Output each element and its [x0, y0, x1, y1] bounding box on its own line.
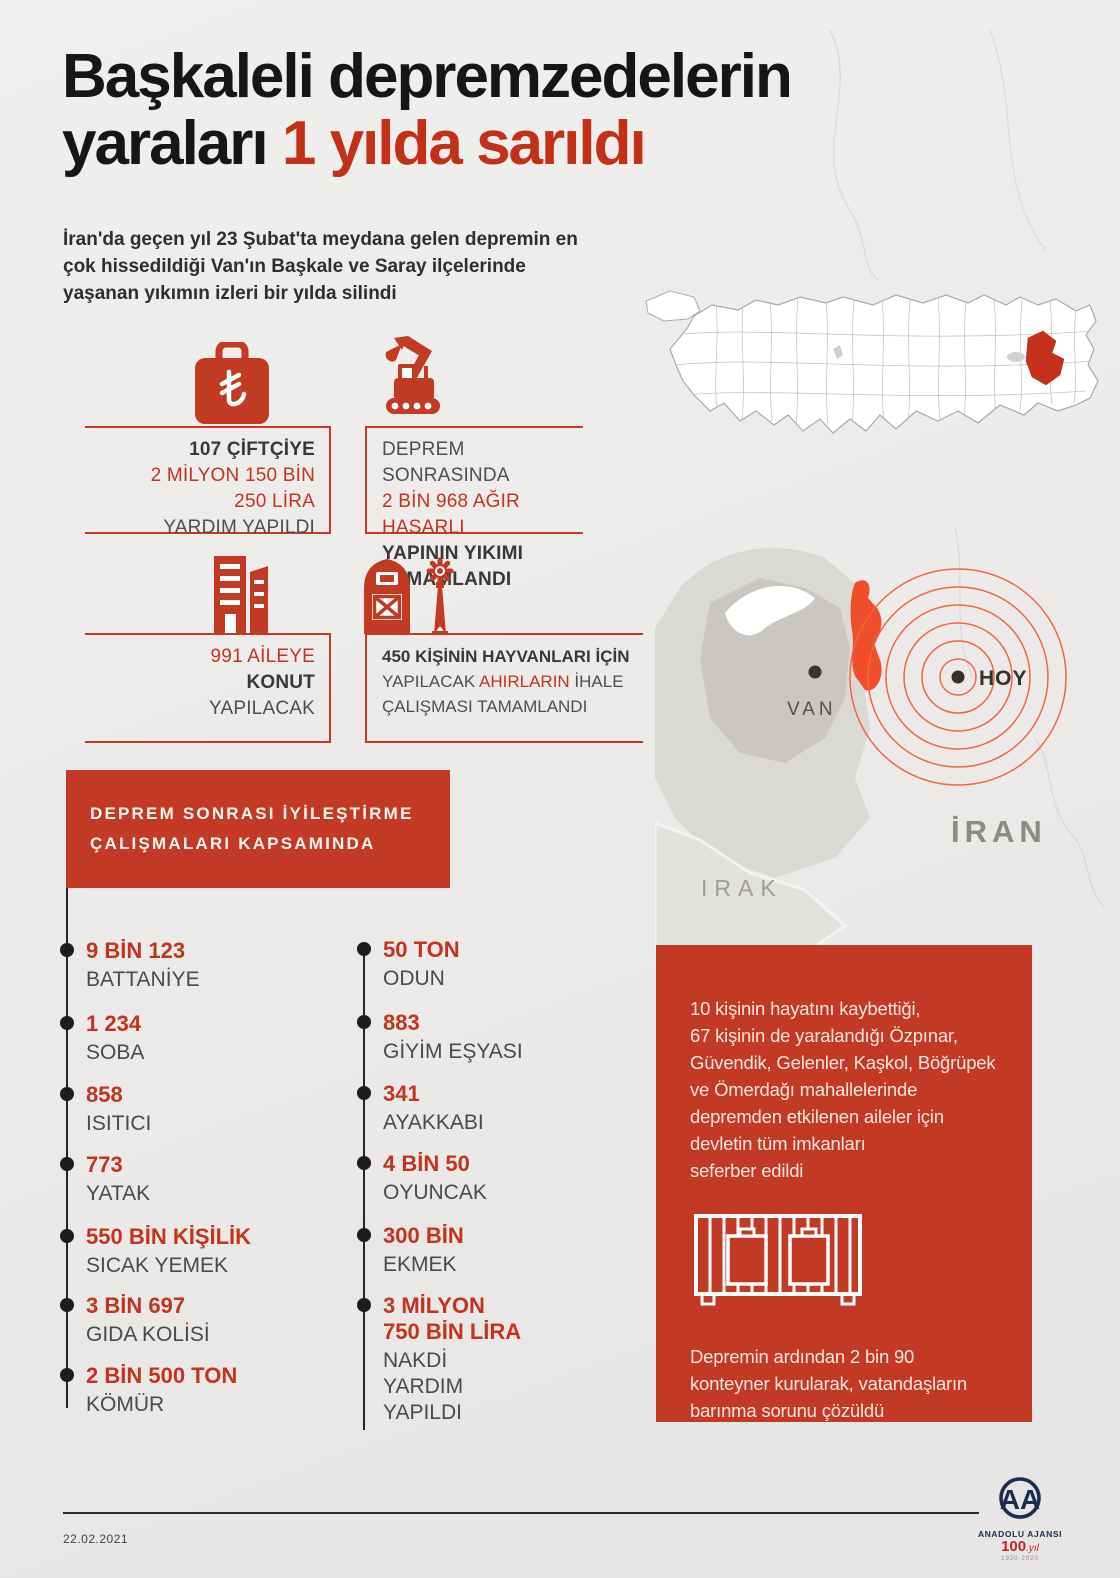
stat-line: KONUT — [246, 672, 315, 693]
baskale-district-highlight — [850, 580, 882, 691]
stat-line: ÇALIŞMASI TAMAMLANDI — [382, 697, 588, 716]
irak-label: IRAK — [701, 875, 783, 901]
bullet-dot-icon — [357, 942, 371, 956]
list-item: 9 BİN 123 BATTANİYE — [60, 938, 200, 993]
footer-rule — [63, 1512, 979, 1514]
stat-demolition: DEPREM SONRASINDA 2 BİN 968 AĞIR HASARLI… — [365, 426, 583, 590]
province-borders — [671, 296, 1097, 426]
list-item: 300 BİN EKMEK — [357, 1223, 464, 1278]
list-header-text: DEPREM SONRASI İYİLEŞTİRME ÇALIŞMALARI K… — [90, 804, 414, 853]
list-item: 773 YATAK — [60, 1152, 150, 1207]
list-item: 4 BİN 50 OYUNCAK — [357, 1151, 487, 1206]
aa-logo-letters: AA — [1000, 1484, 1040, 1515]
list-item: 2 BİN 500 TON KÖMÜR — [60, 1363, 237, 1418]
stat-line: YAPILACAK — [209, 698, 315, 719]
list-item: 3 MİLYON 750 BİN LİRA NAKDİ YARDIM YAPILD… — [357, 1293, 521, 1426]
list-item: 341 AYAKKABI — [357, 1081, 484, 1136]
lake-van-shape — [725, 586, 815, 636]
bullet-dot-icon — [60, 1157, 74, 1171]
earthquake-rings-icon — [849, 568, 1067, 786]
list-item: 3 BİN 697 GIDA KOLİSİ — [60, 1293, 210, 1348]
bullet-dot-icon — [60, 1368, 74, 1382]
thrace-region — [645, 290, 701, 322]
centennial-years: 1920-2020 — [1001, 1556, 1039, 1562]
stat-line: 2 BİN 968 AĞIR HASARLI — [382, 491, 520, 538]
stat-line: 450 KİŞİNİN HAYVANLARI İÇİN — [382, 647, 630, 666]
page-title: Başkaleli depremzedelerin yaraları 1 yıl… — [62, 42, 1062, 178]
ghost-border-lines — [829, 30, 1046, 280]
bullet-dot-icon — [60, 1229, 74, 1243]
list-item: 858 ISITICI — [60, 1082, 151, 1137]
bullet-dot-icon — [60, 943, 74, 957]
iran-river-line — [1034, 737, 1106, 909]
agency-name: ANADOLU AJANSI — [977, 1529, 1063, 1539]
container-icon — [694, 1214, 862, 1306]
van-province-highlight — [1025, 330, 1065, 386]
anatolia-region — [669, 294, 1099, 434]
casualty-paragraph: 10 kişinin hayatını kaybettiği, 67 kişin… — [690, 998, 996, 1181]
van-marker-icon — [808, 665, 822, 679]
list-header-box: DEPREM SONRASI İYİLEŞTİRME ÇALIŞMALARI K… — [66, 770, 450, 888]
irak-border-region — [655, 821, 848, 953]
buildings-icon — [214, 556, 268, 634]
stat-line: 991 AİLEYE — [210, 646, 315, 667]
list-item: 50 TON ODUN — [357, 937, 460, 992]
list-item: 1 234 SOBA — [60, 1011, 144, 1066]
centennial-suffix: .yıl — [1026, 1543, 1039, 1554]
bullet-dot-icon — [60, 1087, 74, 1101]
lake-tuz — [833, 345, 843, 359]
bullet-dot-icon — [357, 1228, 371, 1242]
aa-logo-icon: AA — [999, 1477, 1041, 1519]
title-highlight: 1 yılda sarıldı — [281, 108, 647, 178]
lake-van-small — [1007, 352, 1025, 362]
footer-date: 22.02.2021 — [63, 1532, 129, 1546]
stat-line: YAPININ YIKIMI — [382, 543, 524, 564]
hoy-marker-icon — [951, 670, 965, 684]
list-item: 550 BİN KİŞİLİK SICAK YEMEK — [60, 1224, 251, 1279]
timeline-line-right — [363, 946, 365, 1430]
bullet-dot-icon — [357, 1156, 371, 1170]
bullet-dot-icon — [357, 1015, 371, 1029]
stat-line-highlight: AHIRLARIN — [479, 672, 570, 691]
agency-logo: AA ANADOLU AJANSI 100.yıl 1920-2020 — [972, 1476, 1068, 1562]
subtitle: İran'da geçen yıl 23 Şubat'ta meydana ge… — [63, 229, 578, 305]
bullet-dot-icon — [60, 1298, 74, 1312]
hoy-label: HOY — [979, 667, 1028, 690]
van-label: VAN — [787, 699, 837, 720]
title-line-1: Başkaleli depremzedelerin — [62, 42, 793, 111]
stat-line: 107 ÇİFTÇİYE — [189, 439, 315, 460]
casualty-info-box: 10 kişinin hayatını kaybettiği, 67 kişin… — [656, 945, 1032, 1422]
title-line-2: yaraları 1 yılda sarıldı — [62, 108, 647, 178]
timeline-line-left — [66, 888, 68, 1408]
bullet-dot-icon — [357, 1086, 371, 1100]
centennial-mark: 100.yıl — [1001, 1538, 1039, 1555]
excavator-icon — [385, 336, 440, 414]
container-paragraph: Depremin ardından 2 bin 90 konteyner kur… — [690, 1346, 968, 1421]
stat-line: 2 MİLYON 150 BİN — [150, 465, 315, 486]
barn-icon — [364, 557, 454, 634]
stat-line: YAPILACAK AHIRLARIN İHALE — [382, 672, 624, 691]
turkey-provinces-map — [645, 290, 1099, 434]
bullet-dot-icon — [357, 1298, 371, 1312]
stat-farmers-aid: 107 ÇİFTÇİYE 2 MİLYON 150 BİN 250 LİRA Y… — [85, 426, 331, 538]
iran-label: İRAN — [951, 814, 1047, 849]
money-briefcase-icon — [195, 342, 269, 424]
stat-barns: 450 KİŞİNİN HAYVANLARI İÇİN YAPILACAK AH… — [365, 633, 643, 743]
stat-line: YARDIM YAPILDI — [163, 517, 315, 538]
stat-line: 250 LİRA — [234, 491, 315, 512]
stat-housing: 991 AİLEYE KONUT YAPILACAK — [85, 633, 331, 743]
list-item: 883 GİYİM EŞYASI — [357, 1010, 523, 1065]
bullet-dot-icon — [60, 1016, 74, 1030]
epicenter-closeup-map: HOY VAN İRAN IRAK — [655, 528, 1106, 953]
stat-line: DEPREM SONRASINDA — [382, 439, 510, 486]
iran-border-line — [954, 528, 974, 679]
